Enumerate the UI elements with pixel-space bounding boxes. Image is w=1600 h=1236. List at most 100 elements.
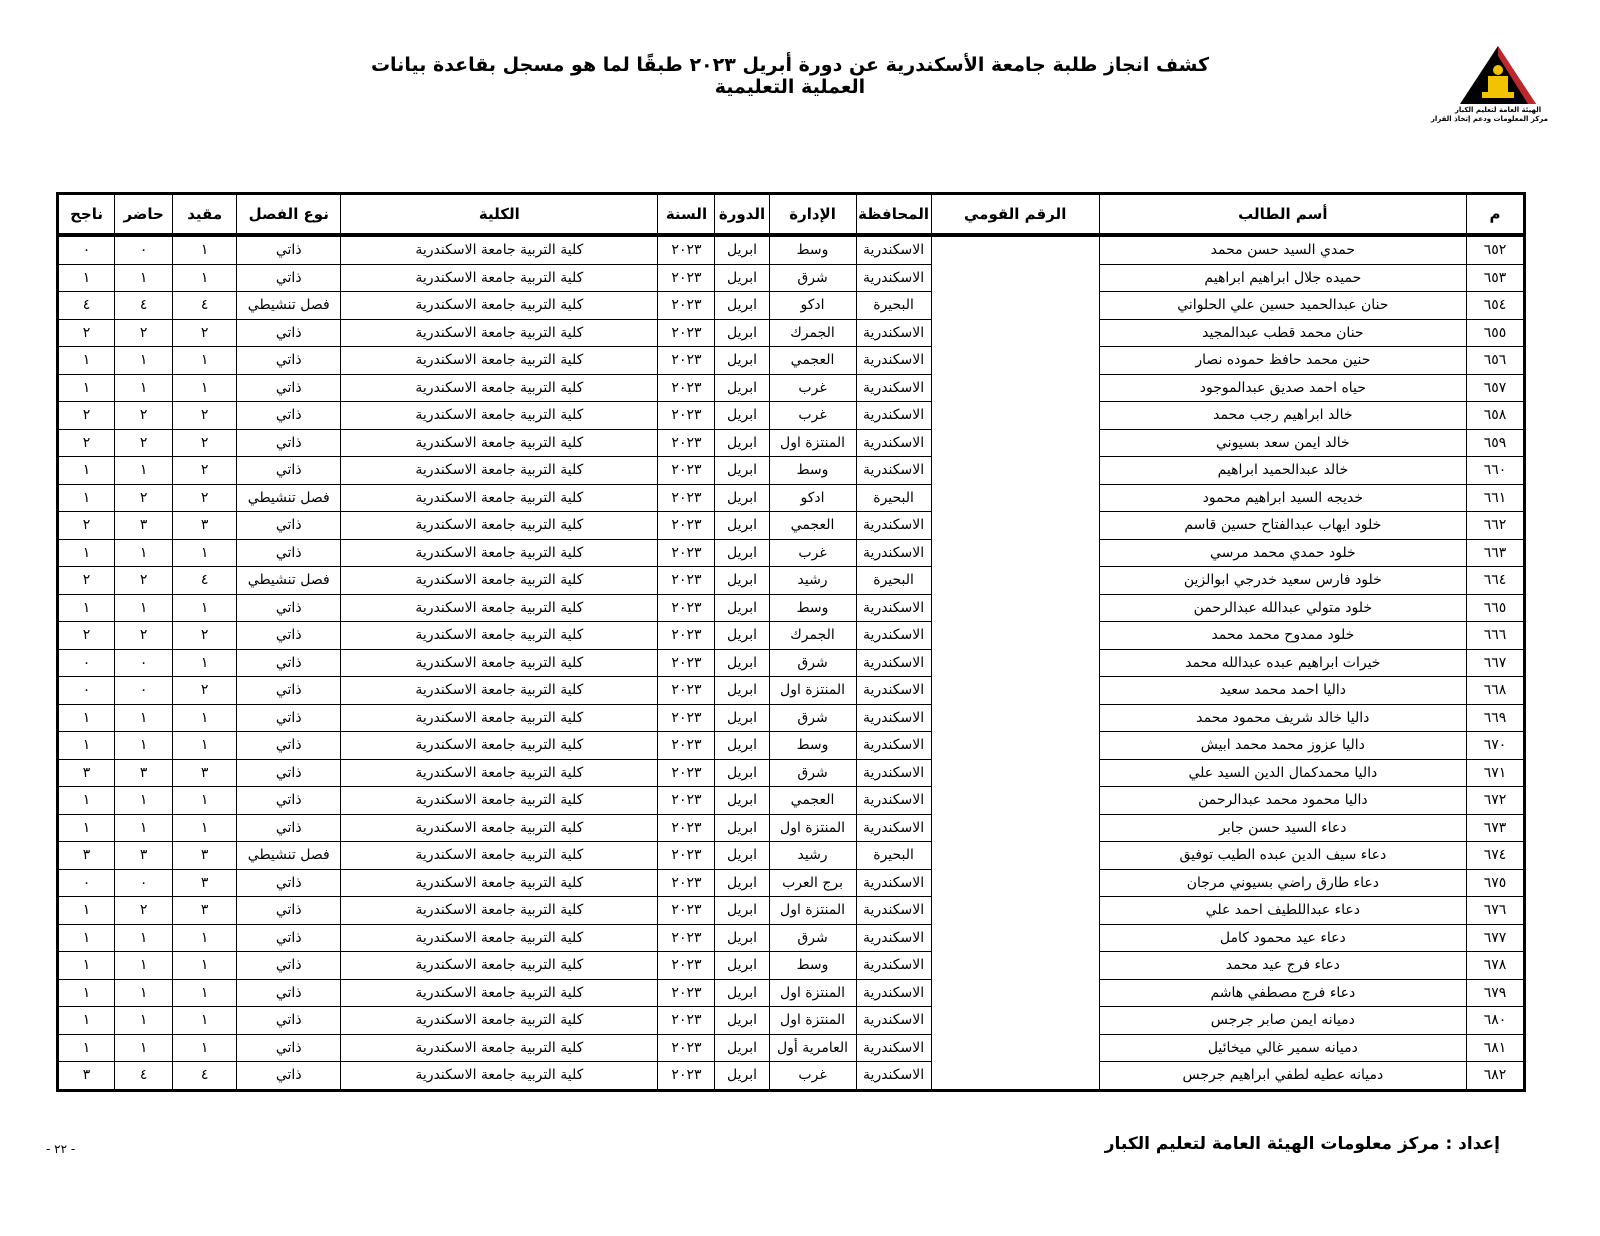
cell-governorate: الاسكندرية (855, 621, 932, 650)
cell-class-type: ذاتي (236, 234, 342, 265)
cell-serial: ٦٦٠ (1465, 456, 1526, 485)
column-header-passed: ناجح (56, 193, 116, 237)
cell-year: ٢٠٢٣ (657, 951, 716, 980)
cell-session: ابريل (714, 621, 770, 650)
cell-present: ١ (114, 978, 174, 1007)
cell-administration: غرب (768, 401, 857, 430)
cell-enrolled: ٤ (172, 291, 238, 320)
cell-enrolled: ٤ (172, 566, 238, 595)
cell-college: كلية التربية جامعة الاسكندرية (340, 978, 659, 1007)
cell-national-id (930, 594, 1100, 622)
cell-session: ابريل (714, 923, 770, 952)
page-title: كشف انجاز طلبة جامعة الأسكندرية عن دورة … (370, 54, 1210, 98)
cell-passed: ٠ (56, 868, 116, 897)
cell-college: كلية التربية جامعة الاسكندرية (340, 346, 659, 375)
cell-year: ٢٠٢٣ (657, 703, 716, 732)
cell-college: كلية التربية جامعة الاسكندرية (340, 1033, 659, 1062)
cell-present: ٤ (114, 291, 174, 320)
cell-governorate: الاسكندرية (855, 868, 932, 897)
cell-student-name: خلود ايهاب عبدالفتاح حسين قاسم (1098, 511, 1467, 540)
cell-year: ٢٠٢٣ (657, 758, 716, 787)
cell-student-name: خالد عبدالحميد ابراهيم (1098, 456, 1467, 485)
cell-enrolled: ١ (172, 538, 238, 567)
table-row: ٦٨١ دميانه سمير غالي ميخائيل الاسكندرية الع… (56, 1033, 1526, 1062)
cell-governorate: البحيرة (855, 841, 932, 870)
cell-session: ابريل (714, 951, 770, 980)
cell-enrolled: ١ (172, 703, 238, 732)
cell-present: ١ (114, 538, 174, 567)
cell-national-id (930, 676, 1100, 704)
logo-text-line1: الهيئة العامة لتعليم الكبار (1454, 106, 1542, 114)
cell-governorate: الاسكندرية (855, 511, 932, 540)
cell-class-type: ذاتي (236, 703, 342, 732)
cell-class-type: ذاتي (236, 896, 342, 925)
cell-class-type: ذاتي (236, 1061, 342, 1091)
cell-student-name: حمدي السيد حسن محمد (1098, 234, 1467, 265)
cell-national-id (930, 511, 1100, 539)
cell-serial: ٦٧٨ (1465, 951, 1526, 980)
cell-present: ١ (114, 813, 174, 842)
cell-passed: ١ (56, 951, 116, 980)
cell-enrolled: ١ (172, 1006, 238, 1035)
cell-college: كلية التربية جامعة الاسكندرية (340, 401, 659, 430)
cell-year: ٢٠٢٣ (657, 263, 716, 292)
cell-governorate: الاسكندرية (855, 346, 932, 375)
cell-governorate: الاسكندرية (855, 234, 932, 265)
cell-session: ابريل (714, 593, 770, 622)
cell-passed: ٤ (56, 291, 116, 320)
cell-passed: ٣ (56, 758, 116, 787)
table-row: ٦٥٦ حنين محمد حافظ حموده نصار الاسكندرية ال… (56, 346, 1526, 375)
cell-national-id (930, 1006, 1100, 1034)
table-row: ٦٧٤ دعاء سيف الدين عبده الطيب توفيق البحير… (56, 841, 1526, 870)
cell-serial: ٦٧٩ (1465, 978, 1526, 1007)
cell-passed: ١ (56, 593, 116, 622)
cell-passed: ١ (56, 1033, 116, 1062)
cell-present: ١ (114, 263, 174, 292)
cell-governorate: الاسكندرية (855, 456, 932, 485)
cell-student-name: دميانه سمير غالي ميخائيل (1098, 1033, 1467, 1062)
cell-student-name: خلود ممدوح محمد محمد (1098, 621, 1467, 650)
cell-college: كلية التربية جامعة الاسكندرية (340, 868, 659, 897)
cell-administration: غرب (768, 538, 857, 567)
cell-national-id (930, 484, 1100, 512)
cell-enrolled: ٢ (172, 676, 238, 705)
cell-college: كلية التربية جامعة الاسكندرية (340, 263, 659, 292)
cell-passed: ١ (56, 263, 116, 292)
table-row: ٦٦٦ خلود ممدوح محمد محمد الاسكندرية الجمرك ا… (56, 621, 1526, 650)
students-table: م أسم الطالب الرقم القومي المحافظة الإدارة ال… (56, 192, 1526, 1092)
cell-serial: ٦٧١ (1465, 758, 1526, 787)
cell-administration: المنتزة اول (768, 428, 857, 457)
cell-administration: ادكو (768, 291, 857, 320)
cell-passed: ٢ (56, 401, 116, 430)
cell-student-name: حميده جلال ابراهيم ابراهيم (1098, 263, 1467, 292)
cell-governorate: الاسكندرية (855, 318, 932, 347)
cell-passed: ٢ (56, 318, 116, 347)
cell-college: كلية التربية جامعة الاسكندرية (340, 703, 659, 732)
cell-present: ١ (114, 731, 174, 760)
cell-passed: ١ (56, 346, 116, 375)
cell-year: ٢٠٢٣ (657, 318, 716, 347)
cell-governorate: الاسكندرية (855, 373, 932, 402)
cell-serial: ٦٨٠ (1465, 1006, 1526, 1035)
cell-year: ٢٠٢٣ (657, 401, 716, 430)
column-header-enrolled: مقيد (172, 193, 238, 237)
table-row: ٦٨٠ دميانه ايمن صابر جرجس الاسكندرية المنتز… (56, 1006, 1526, 1035)
cell-class-type: ذاتي (236, 1033, 342, 1062)
cell-governorate: الاسكندرية (855, 1061, 932, 1091)
cell-enrolled: ١ (172, 951, 238, 980)
cell-serial: ٦٧٤ (1465, 841, 1526, 870)
cell-passed: ١ (56, 703, 116, 732)
cell-national-id (930, 1034, 1100, 1062)
cell-enrolled: ٤ (172, 1061, 238, 1091)
cell-administration: شرق (768, 923, 857, 952)
cell-student-name: دعاء السيد حسن جابر (1098, 813, 1467, 842)
cell-year: ٢٠٢٣ (657, 511, 716, 540)
cell-student-name: دعاء طارق راضي بسيوني مرجان (1098, 868, 1467, 897)
cell-class-type: ذاتي (236, 538, 342, 567)
cell-administration: غرب (768, 1061, 857, 1091)
cell-national-id (930, 374, 1100, 402)
cell-national-id (930, 235, 1100, 264)
cell-present: ٣ (114, 841, 174, 870)
cell-enrolled: ٢ (172, 483, 238, 512)
column-header-college: الكلية (340, 193, 659, 237)
